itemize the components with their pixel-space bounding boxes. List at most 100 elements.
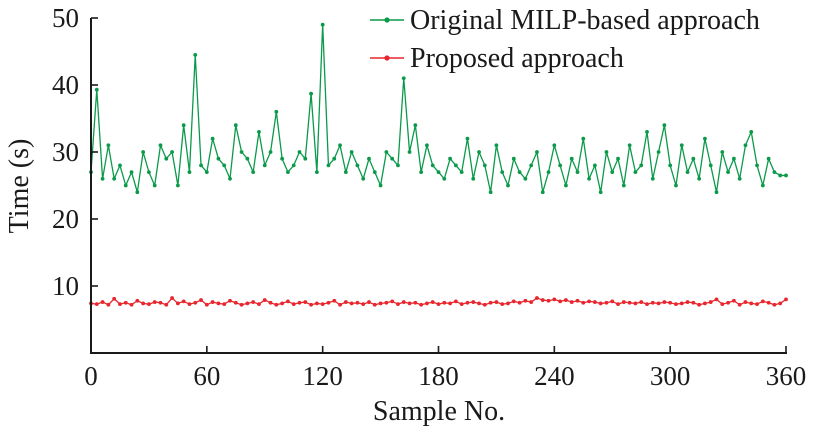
data-point-0 <box>94 87 99 92</box>
data-point-0 <box>506 183 510 188</box>
data-point-0 <box>204 170 209 175</box>
data-point-0 <box>581 136 586 141</box>
data-point-0 <box>471 176 476 181</box>
data-point-0 <box>575 170 580 175</box>
data-point-1 <box>760 299 765 304</box>
data-point-0 <box>425 143 429 148</box>
data-point-1 <box>384 300 389 305</box>
data-point-0 <box>303 156 308 161</box>
data-point-0 <box>529 163 534 168</box>
data-point-0 <box>233 123 238 128</box>
data-point-1 <box>627 300 632 305</box>
y-tick-label: 40 <box>52 70 79 100</box>
data-point-1 <box>494 300 499 304</box>
data-point-1 <box>193 300 198 305</box>
data-point-1 <box>685 300 690 304</box>
data-point-0 <box>668 163 673 168</box>
data-point-0 <box>268 150 273 154</box>
data-point-0 <box>338 143 342 148</box>
data-point-0 <box>662 123 667 128</box>
data-point-0 <box>147 170 151 175</box>
data-point-0 <box>772 170 777 175</box>
data-point-0 <box>210 136 215 141</box>
data-point-0 <box>558 163 563 168</box>
data-point-1 <box>106 302 111 307</box>
data-point-0 <box>755 163 759 168</box>
data-point-1 <box>529 300 534 304</box>
data-point-1 <box>558 299 563 304</box>
data-point-1 <box>291 302 296 306</box>
data-point-0 <box>511 156 516 161</box>
data-point-1 <box>650 300 655 305</box>
data-point-1 <box>326 300 331 305</box>
data-point-1 <box>343 300 348 304</box>
data-point-0 <box>170 150 174 154</box>
data-point-1 <box>361 302 366 306</box>
data-point-0 <box>616 156 620 161</box>
data-point-1 <box>303 300 308 304</box>
data-point-0 <box>731 156 736 161</box>
ticks <box>90 17 787 353</box>
tick-labels: 0 60 120 180 240 300 360 10 20 30 40 50 <box>52 3 806 391</box>
data-point-1 <box>210 300 215 304</box>
data-point-1 <box>674 302 678 306</box>
data-point-1 <box>419 302 424 307</box>
data-point-1 <box>731 298 736 303</box>
legend-marker-proposed <box>384 55 390 61</box>
data-point-1 <box>407 301 412 306</box>
data-point-1 <box>314 301 319 306</box>
data-point-1 <box>118 302 122 306</box>
y-tick-label: 30 <box>52 137 79 167</box>
data-point-0 <box>332 156 337 161</box>
data-point-0 <box>367 156 371 161</box>
data-point-1 <box>482 302 487 307</box>
data-point-0 <box>274 109 279 114</box>
data-point-1 <box>152 300 157 304</box>
data-point-0 <box>326 163 331 168</box>
data-point-1 <box>749 301 754 306</box>
data-point-0 <box>494 143 499 148</box>
data-point-0 <box>477 150 481 154</box>
data-point-1 <box>517 300 522 305</box>
data-point-0 <box>129 170 134 175</box>
data-point-0 <box>546 170 551 175</box>
data-point-0 <box>118 163 122 168</box>
data-point-1 <box>697 302 702 307</box>
data-point-0 <box>106 143 111 148</box>
data-point-0 <box>639 163 644 168</box>
data-point-1 <box>540 298 545 302</box>
data-point-1 <box>401 300 406 304</box>
x-tick-label: 0 <box>84 361 98 391</box>
data-point-1 <box>743 300 748 304</box>
data-point-0 <box>152 183 157 188</box>
data-point-0 <box>430 163 435 168</box>
data-point-1 <box>500 302 505 306</box>
data-point-0 <box>384 150 389 154</box>
data-point-0 <box>737 176 742 181</box>
data-point-1 <box>349 301 354 306</box>
data-point-1 <box>471 300 476 304</box>
data-point-0 <box>175 183 180 188</box>
data-point-1 <box>199 298 203 302</box>
data-point-0 <box>245 156 250 161</box>
data-point-1 <box>569 300 574 304</box>
data-point-0 <box>685 170 690 175</box>
data-point-0 <box>257 130 261 134</box>
data-point-0 <box>372 170 377 175</box>
data-point-1 <box>714 297 719 302</box>
data-point-1 <box>147 302 151 306</box>
data-point-0 <box>674 183 678 188</box>
data-point-0 <box>349 150 354 154</box>
data-point-0 <box>314 170 319 175</box>
data-point-0 <box>401 76 406 81</box>
legend: Original MILP-based approach Proposed ap… <box>370 5 760 74</box>
data-point-0 <box>488 190 493 195</box>
legend-marker-original <box>384 17 390 23</box>
data-point-1 <box>338 302 342 307</box>
data-point-1 <box>367 300 371 304</box>
data-point-0 <box>280 156 285 161</box>
data-point-0 <box>459 170 464 175</box>
data-point-0 <box>592 163 597 168</box>
data-point-1 <box>645 302 649 306</box>
data-point-1 <box>430 300 435 304</box>
